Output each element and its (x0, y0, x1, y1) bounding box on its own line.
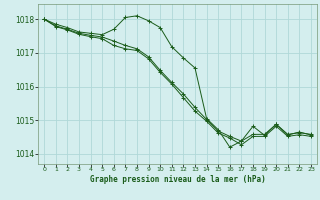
X-axis label: Graphe pression niveau de la mer (hPa): Graphe pression niveau de la mer (hPa) (90, 175, 266, 184)
